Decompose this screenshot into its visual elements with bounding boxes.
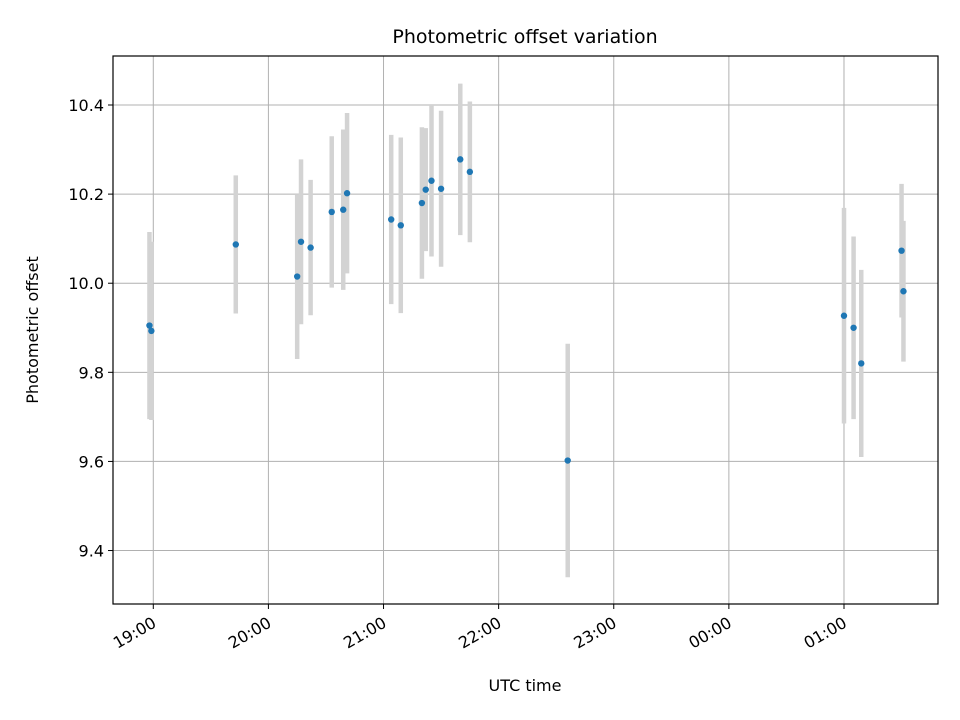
y-axis-label: Photometric offset: [23, 256, 42, 404]
data-point: [428, 177, 435, 184]
data-point: [148, 327, 155, 335]
data-point: [457, 156, 464, 163]
y-tick-label: 10.2: [68, 185, 104, 204]
y-tick-label: 10.4: [68, 96, 104, 115]
data-point: [418, 199, 426, 207]
data-point: [307, 244, 314, 251]
grid: [113, 56, 938, 604]
data-point: [232, 241, 239, 248]
data-point: [328, 208, 335, 216]
data-point: [146, 322, 153, 329]
data-point: [343, 190, 351, 197]
x-axis-label: UTC time: [489, 676, 562, 695]
data-point: [340, 206, 347, 213]
data-point: [422, 186, 429, 193]
data-point: [466, 168, 474, 176]
data-point: [850, 324, 857, 331]
y-tick-label: 9.8: [79, 363, 104, 382]
data-point: [387, 216, 395, 223]
data-point: [840, 312, 848, 319]
data-point: [437, 185, 445, 192]
data-point: [858, 360, 865, 367]
y-axis-ticks: 9.4 9.6 9.8 10.0 10.2 10.4: [68, 96, 113, 561]
data-points: [146, 156, 907, 464]
plot-frame: [112, 55, 939, 605]
y-tick-label: 9.6: [79, 452, 104, 471]
y-tick-label: 9.4: [79, 542, 104, 561]
data-point: [564, 457, 571, 464]
data-point: [900, 288, 907, 295]
data-point: [293, 273, 301, 280]
y-tick-label: 10.0: [68, 274, 104, 293]
chart-title: Photometric offset variation: [392, 26, 657, 48]
data-point: [898, 247, 905, 254]
data-point: [397, 222, 404, 229]
data-point: [297, 238, 305, 245]
